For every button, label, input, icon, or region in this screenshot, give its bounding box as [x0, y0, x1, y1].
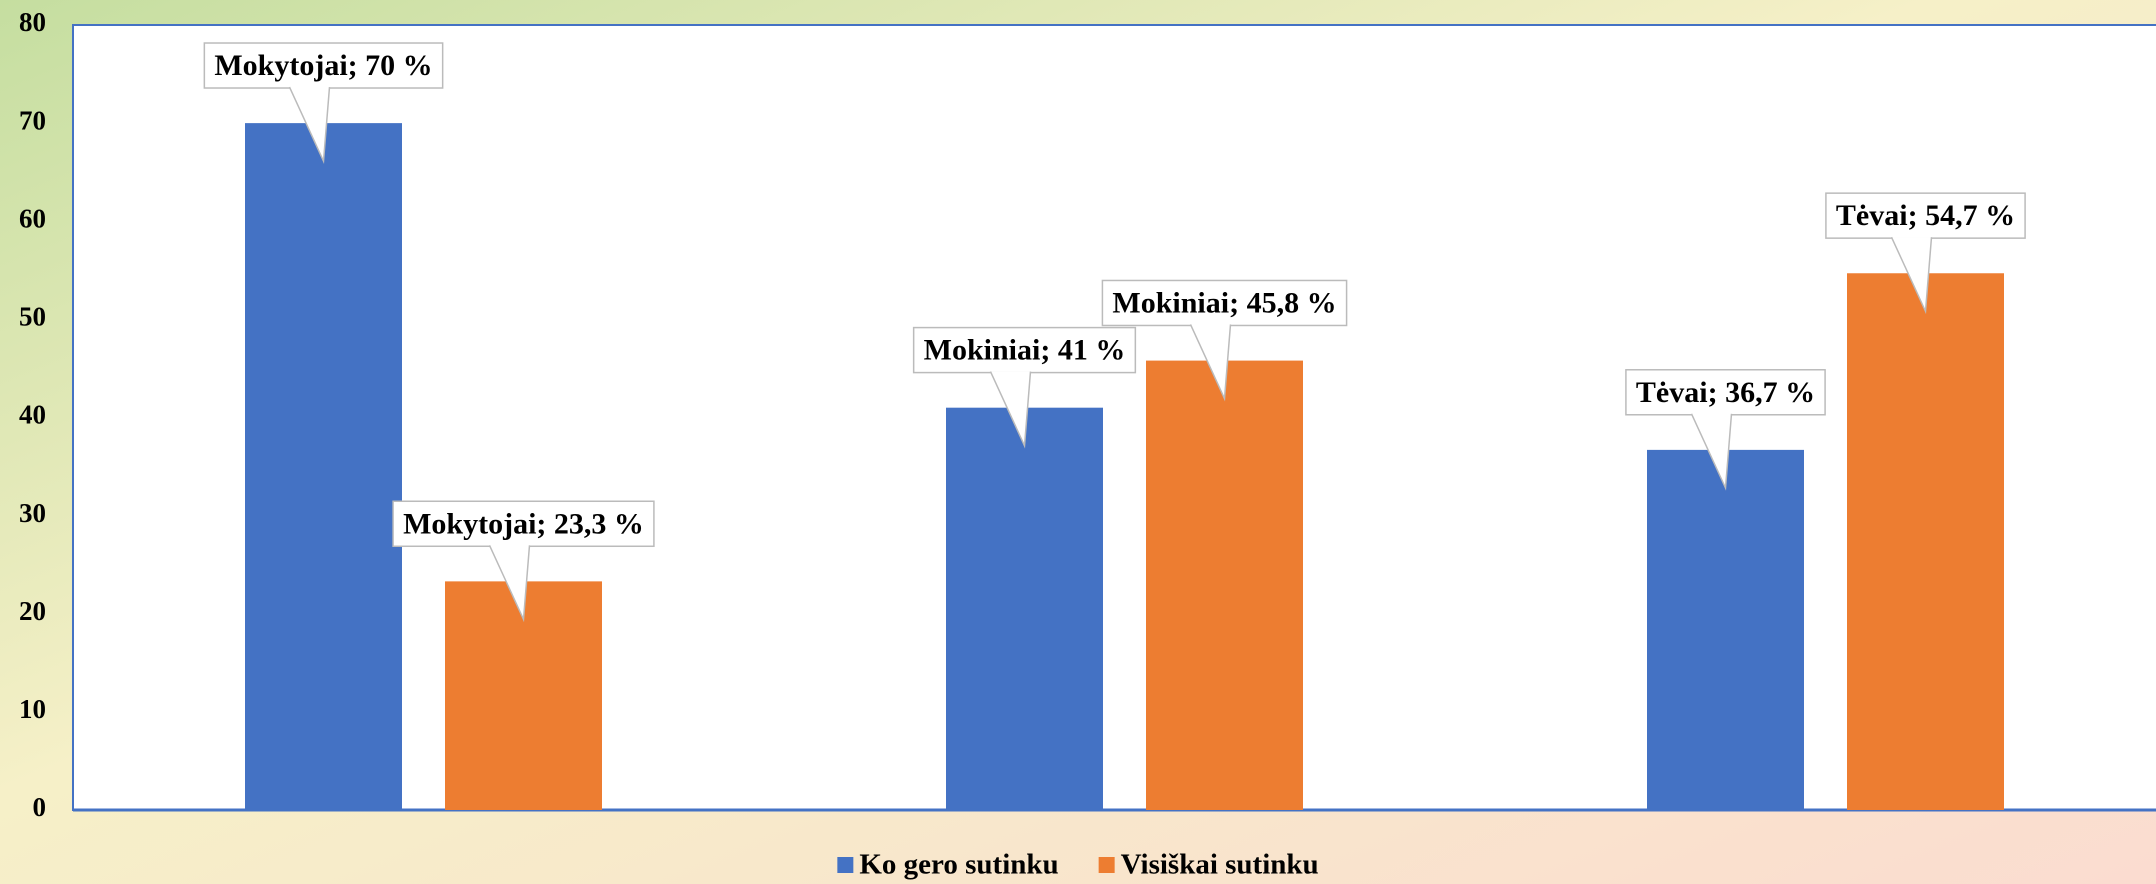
bar: [1847, 273, 2004, 811]
bar: [1146, 360, 1303, 810]
label-box: [1825, 192, 2026, 239]
y-tick-label: 60: [19, 203, 46, 233]
y-tick-label: 40: [19, 400, 46, 430]
label-box: [1625, 369, 1826, 416]
legend-swatch: [837, 857, 854, 873]
label-pointer: [488, 544, 531, 623]
data-label-text: Tėvai; 54,7 %: [1836, 199, 2015, 232]
data-label: Mokytojai; 70 %: [203, 42, 444, 165]
legend-label: Ko gero sutinku: [859, 849, 1058, 881]
data-label: Tėvai; 36,7 %: [1625, 369, 1826, 491]
label-pointer: [288, 86, 331, 165]
data-label-text: Mokytojai; 70 %: [214, 49, 432, 82]
bar: [1647, 449, 1804, 810]
label-box: [392, 500, 655, 548]
y-tick-label: 20: [19, 596, 46, 626]
y-tick-label: 70: [19, 105, 46, 135]
data-label: Mokytojai; 23,3 %: [392, 500, 655, 623]
data-label-text: Mokytojai; 23,3 %: [403, 507, 644, 540]
y-tick-label: 10: [19, 694, 46, 724]
legend-label: Visiškai sutinku: [1121, 849, 1319, 881]
y-tick-label: 80: [19, 7, 46, 37]
y-tick-label: 30: [19, 498, 46, 528]
bar: [245, 123, 402, 810]
data-label: Mokiniai; 45,8 %: [1101, 279, 1348, 402]
data-label-text: Mokiniai; 45,8 %: [1112, 286, 1336, 319]
legend-swatch: [1098, 857, 1115, 873]
label-pointer: [989, 371, 1032, 449]
label-pointer: [1690, 413, 1733, 491]
bar: [946, 407, 1103, 810]
label-box: [203, 42, 444, 89]
plot-area: [72, 24, 2156, 811]
legend: Ko gero sutinku Visiškai sutinku: [837, 849, 1319, 881]
data-label-text: Mokiniai; 41 %: [924, 334, 1126, 367]
y-tick-label: 0: [33, 792, 47, 822]
label-pointer: [1189, 324, 1232, 402]
label-pointer: [1890, 236, 1933, 315]
y-tick-label: 50: [19, 302, 46, 332]
data-label: Mokiniai; 41 %: [912, 326, 1137, 449]
label-box: [1101, 279, 1348, 327]
data-label-text: Tėvai; 36,7 %: [1636, 376, 1815, 409]
data-label: Tėvai; 54,7 %: [1825, 192, 2026, 315]
